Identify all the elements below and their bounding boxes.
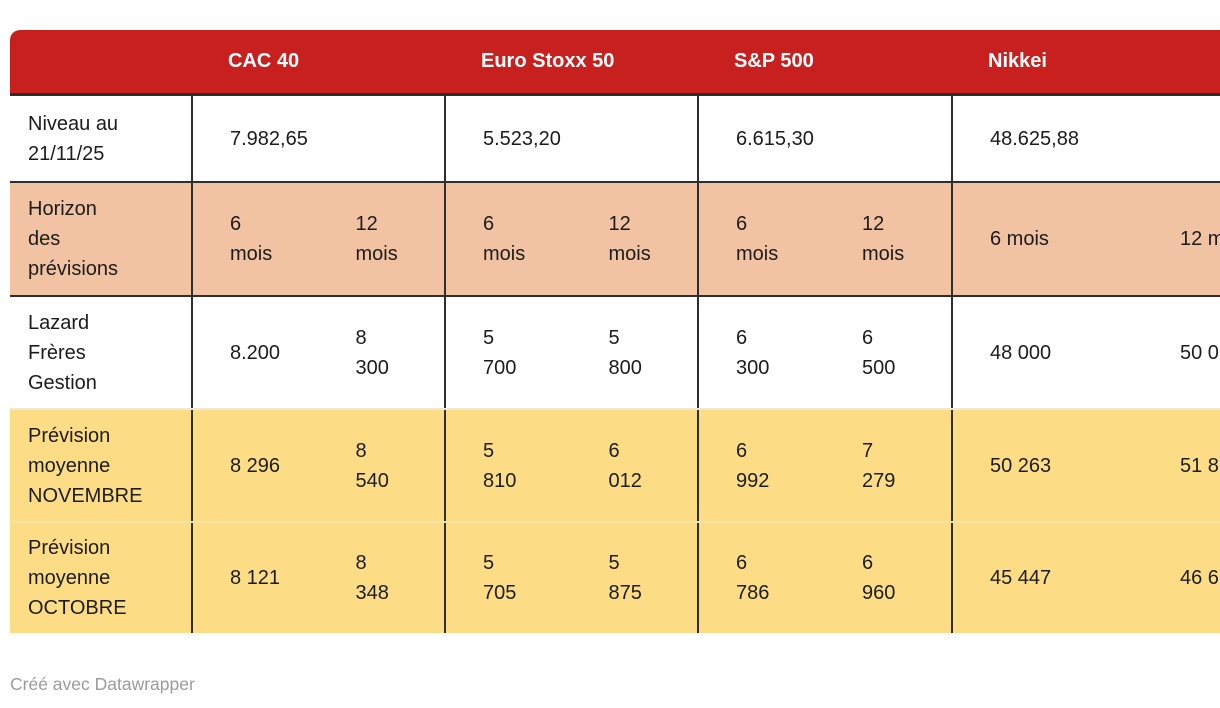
cell-group: 8.200 8 300 — [191, 297, 444, 408]
row-horizon: Horizon des prévisions 6 mois 12 mois 6 … — [10, 183, 1220, 297]
cell-oct-eurostoxx50-6m: 5 705 — [483, 552, 517, 604]
cell-group: 48.625,88 — [951, 96, 1220, 181]
cell-nov-nikkei-12m: 51 8 — [1180, 454, 1219, 477]
cell-group: 5 705 5 875 — [444, 523, 697, 633]
cell-group: 6 mois 12 m — [951, 183, 1220, 295]
cell-horizon-eurostoxx50-12m: 12 mois — [608, 213, 651, 265]
cell-lazard-cac40-12m: 8 300 — [355, 326, 389, 379]
cell-niveau-sp500: 6.615,30 — [736, 127, 814, 150]
cell-group: 6 786 6 960 — [697, 523, 951, 633]
header-cell-empty — [10, 30, 191, 93]
cell-lazard-sp500-12m: 6 500 — [862, 326, 896, 379]
cell-nov-nikkei-6m: 50 263 — [990, 454, 1052, 477]
cell-nov-cac40-6m: 8 296 — [230, 454, 281, 477]
cell-nov-sp500-6m: 6 992 — [736, 439, 770, 492]
cell-lazard-nikkei-6m: 48 000 — [990, 341, 1052, 364]
cell-lazard-nikkei-12m: 50 0 — [1180, 341, 1219, 364]
header-cell-nikkei: Nikkei — [988, 50, 1047, 72]
cell-horizon-sp500-12m: 12 mois — [862, 213, 905, 265]
row-lazard: Lazard Frères Gestion 8.200 8 300 5 700 … — [10, 297, 1220, 410]
cell-lazard-cac40-6m: 8.200 — [230, 341, 281, 364]
cell-niveau-cac40: 7.982,65 — [230, 127, 308, 150]
cell-group: 48 000 50 0 — [951, 297, 1220, 408]
row-prevision-novembre: Prévision moyenne NOVEMBRE 8 296 8 540 5… — [10, 410, 1220, 523]
cell-horizon-sp500-6m: 6 mois — [736, 213, 779, 265]
row-label-horizon: Horizon des prévisions — [28, 198, 119, 280]
cell-group: 5 700 5 800 — [444, 297, 697, 408]
cell-nov-eurostoxx50-6m: 5 810 — [483, 439, 517, 492]
cell-horizon-nikkei-6m: 6 mois — [990, 228, 1049, 250]
cell-group: 5.523,20 — [444, 96, 697, 181]
cell-niveau-eurostoxx50: 5.523,20 — [483, 127, 561, 150]
cell-group: 6 mois 12 mois — [697, 183, 951, 295]
forecast-table: CAC 40 Euro Stoxx 50 S&P 500 Nikkei Nive… — [10, 30, 1220, 633]
row-niveau: Niveau au 21/11/25 7.982,65 5.523,20 6.6… — [10, 96, 1220, 183]
cell-group: 5 810 6 012 — [444, 410, 697, 521]
cell-oct-sp500-12m: 6 960 — [862, 552, 896, 604]
cell-lazard-eurostoxx50-12m: 5 800 — [608, 326, 642, 379]
cell-group: 6.615,30 — [697, 96, 951, 181]
cell-group: 6 992 7 279 — [697, 410, 951, 521]
table-header-row: CAC 40 Euro Stoxx 50 S&P 500 Nikkei — [10, 30, 1220, 96]
cell-group: 6 mois 12 mois — [444, 183, 697, 295]
cell-group: 8 296 8 540 — [191, 410, 444, 521]
cell-oct-nikkei-12m: 46 6 — [1180, 567, 1219, 589]
cell-group: 7.982,65 — [191, 96, 444, 181]
header-cell-cac40: CAC 40 — [228, 50, 300, 72]
cell-group: 6 300 6 500 — [697, 297, 951, 408]
cell-group: 8 121 8 348 — [191, 523, 444, 633]
row-prevision-octobre: Prévision moyenne OCTOBRE 8 121 8 348 5 … — [10, 523, 1220, 633]
cell-oct-sp500-6m: 6 786 — [736, 552, 770, 604]
cell-niveau-nikkei: 48.625,88 — [990, 127, 1079, 150]
row-label-lazard: Lazard Frères Gestion — [28, 311, 97, 394]
cell-nov-cac40-12m: 8 540 — [355, 439, 389, 492]
cell-horizon-cac40-6m: 6 mois — [230, 213, 273, 265]
cell-group: 6 mois 12 mois — [191, 183, 444, 295]
cell-oct-cac40-12m: 8 348 — [355, 552, 389, 604]
row-label-niveau: Niveau au 21/11/25 — [28, 112, 119, 165]
cell-lazard-eurostoxx50-6m: 5 700 — [483, 326, 517, 379]
row-label-octobre: Prévision moyenne OCTOBRE — [28, 537, 127, 619]
cell-nov-eurostoxx50-12m: 6 012 — [608, 439, 642, 492]
cell-horizon-cac40-12m: 12 mois — [355, 213, 398, 265]
cell-oct-cac40-6m: 8 121 — [230, 567, 281, 589]
cell-group: 50 263 51 8 — [951, 410, 1220, 521]
cell-oct-nikkei-6m: 45 447 — [990, 567, 1052, 589]
cell-oct-eurostoxx50-12m: 5 875 — [608, 552, 642, 604]
datawrapper-credit-link[interactable]: Créé avec Datawrapper — [10, 674, 195, 694]
cell-group: 45 447 46 6 — [951, 523, 1220, 633]
cell-horizon-nikkei-12m: 12 m — [1180, 228, 1220, 250]
header-cell-sp500: S&P 500 — [734, 50, 814, 72]
cell-horizon-eurostoxx50-6m: 6 mois — [483, 213, 526, 265]
cell-lazard-sp500-6m: 6 300 — [736, 326, 770, 379]
header-cell-eurostoxx50: Euro Stoxx 50 — [481, 50, 615, 72]
row-label-novembre: Prévision moyenne NOVEMBRE — [28, 424, 143, 507]
cell-nov-sp500-12m: 7 279 — [862, 439, 896, 492]
